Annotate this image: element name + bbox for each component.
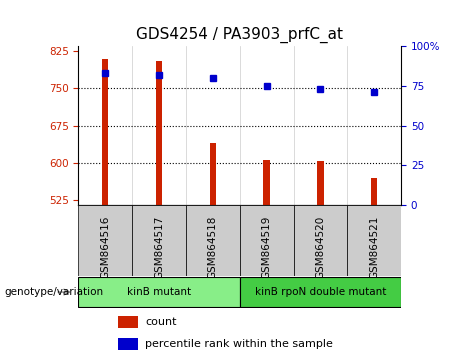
Bar [156, 61, 162, 205]
Bar [78, 277, 240, 307]
Bar [78, 205, 132, 276]
Bar [102, 59, 108, 205]
Text: GSM864521: GSM864521 [369, 216, 379, 279]
Text: GSM864519: GSM864519 [261, 216, 272, 279]
Text: kinB mutant: kinB mutant [127, 287, 191, 297]
Text: genotype/variation: genotype/variation [5, 287, 104, 297]
Bar [118, 316, 138, 328]
Text: kinB rpoN double mutant: kinB rpoN double mutant [255, 287, 386, 297]
Bar [210, 143, 216, 205]
Bar [132, 205, 186, 276]
Bar [118, 338, 138, 350]
Text: percentile rank within the sample: percentile rank within the sample [145, 339, 333, 349]
Bar [263, 160, 270, 205]
Text: GSM864517: GSM864517 [154, 216, 164, 279]
Bar [317, 160, 324, 205]
Text: GSM864516: GSM864516 [100, 216, 110, 279]
Bar [371, 178, 378, 205]
Text: GSM864520: GSM864520 [315, 216, 325, 279]
Bar [347, 205, 401, 276]
Bar [294, 205, 347, 276]
Title: GDS4254 / PA3903_prfC_at: GDS4254 / PA3903_prfC_at [136, 27, 343, 43]
Text: GSM864518: GSM864518 [208, 216, 218, 279]
Bar [186, 205, 240, 276]
Bar [240, 277, 401, 307]
Bar [240, 205, 294, 276]
Text: count: count [145, 317, 177, 327]
